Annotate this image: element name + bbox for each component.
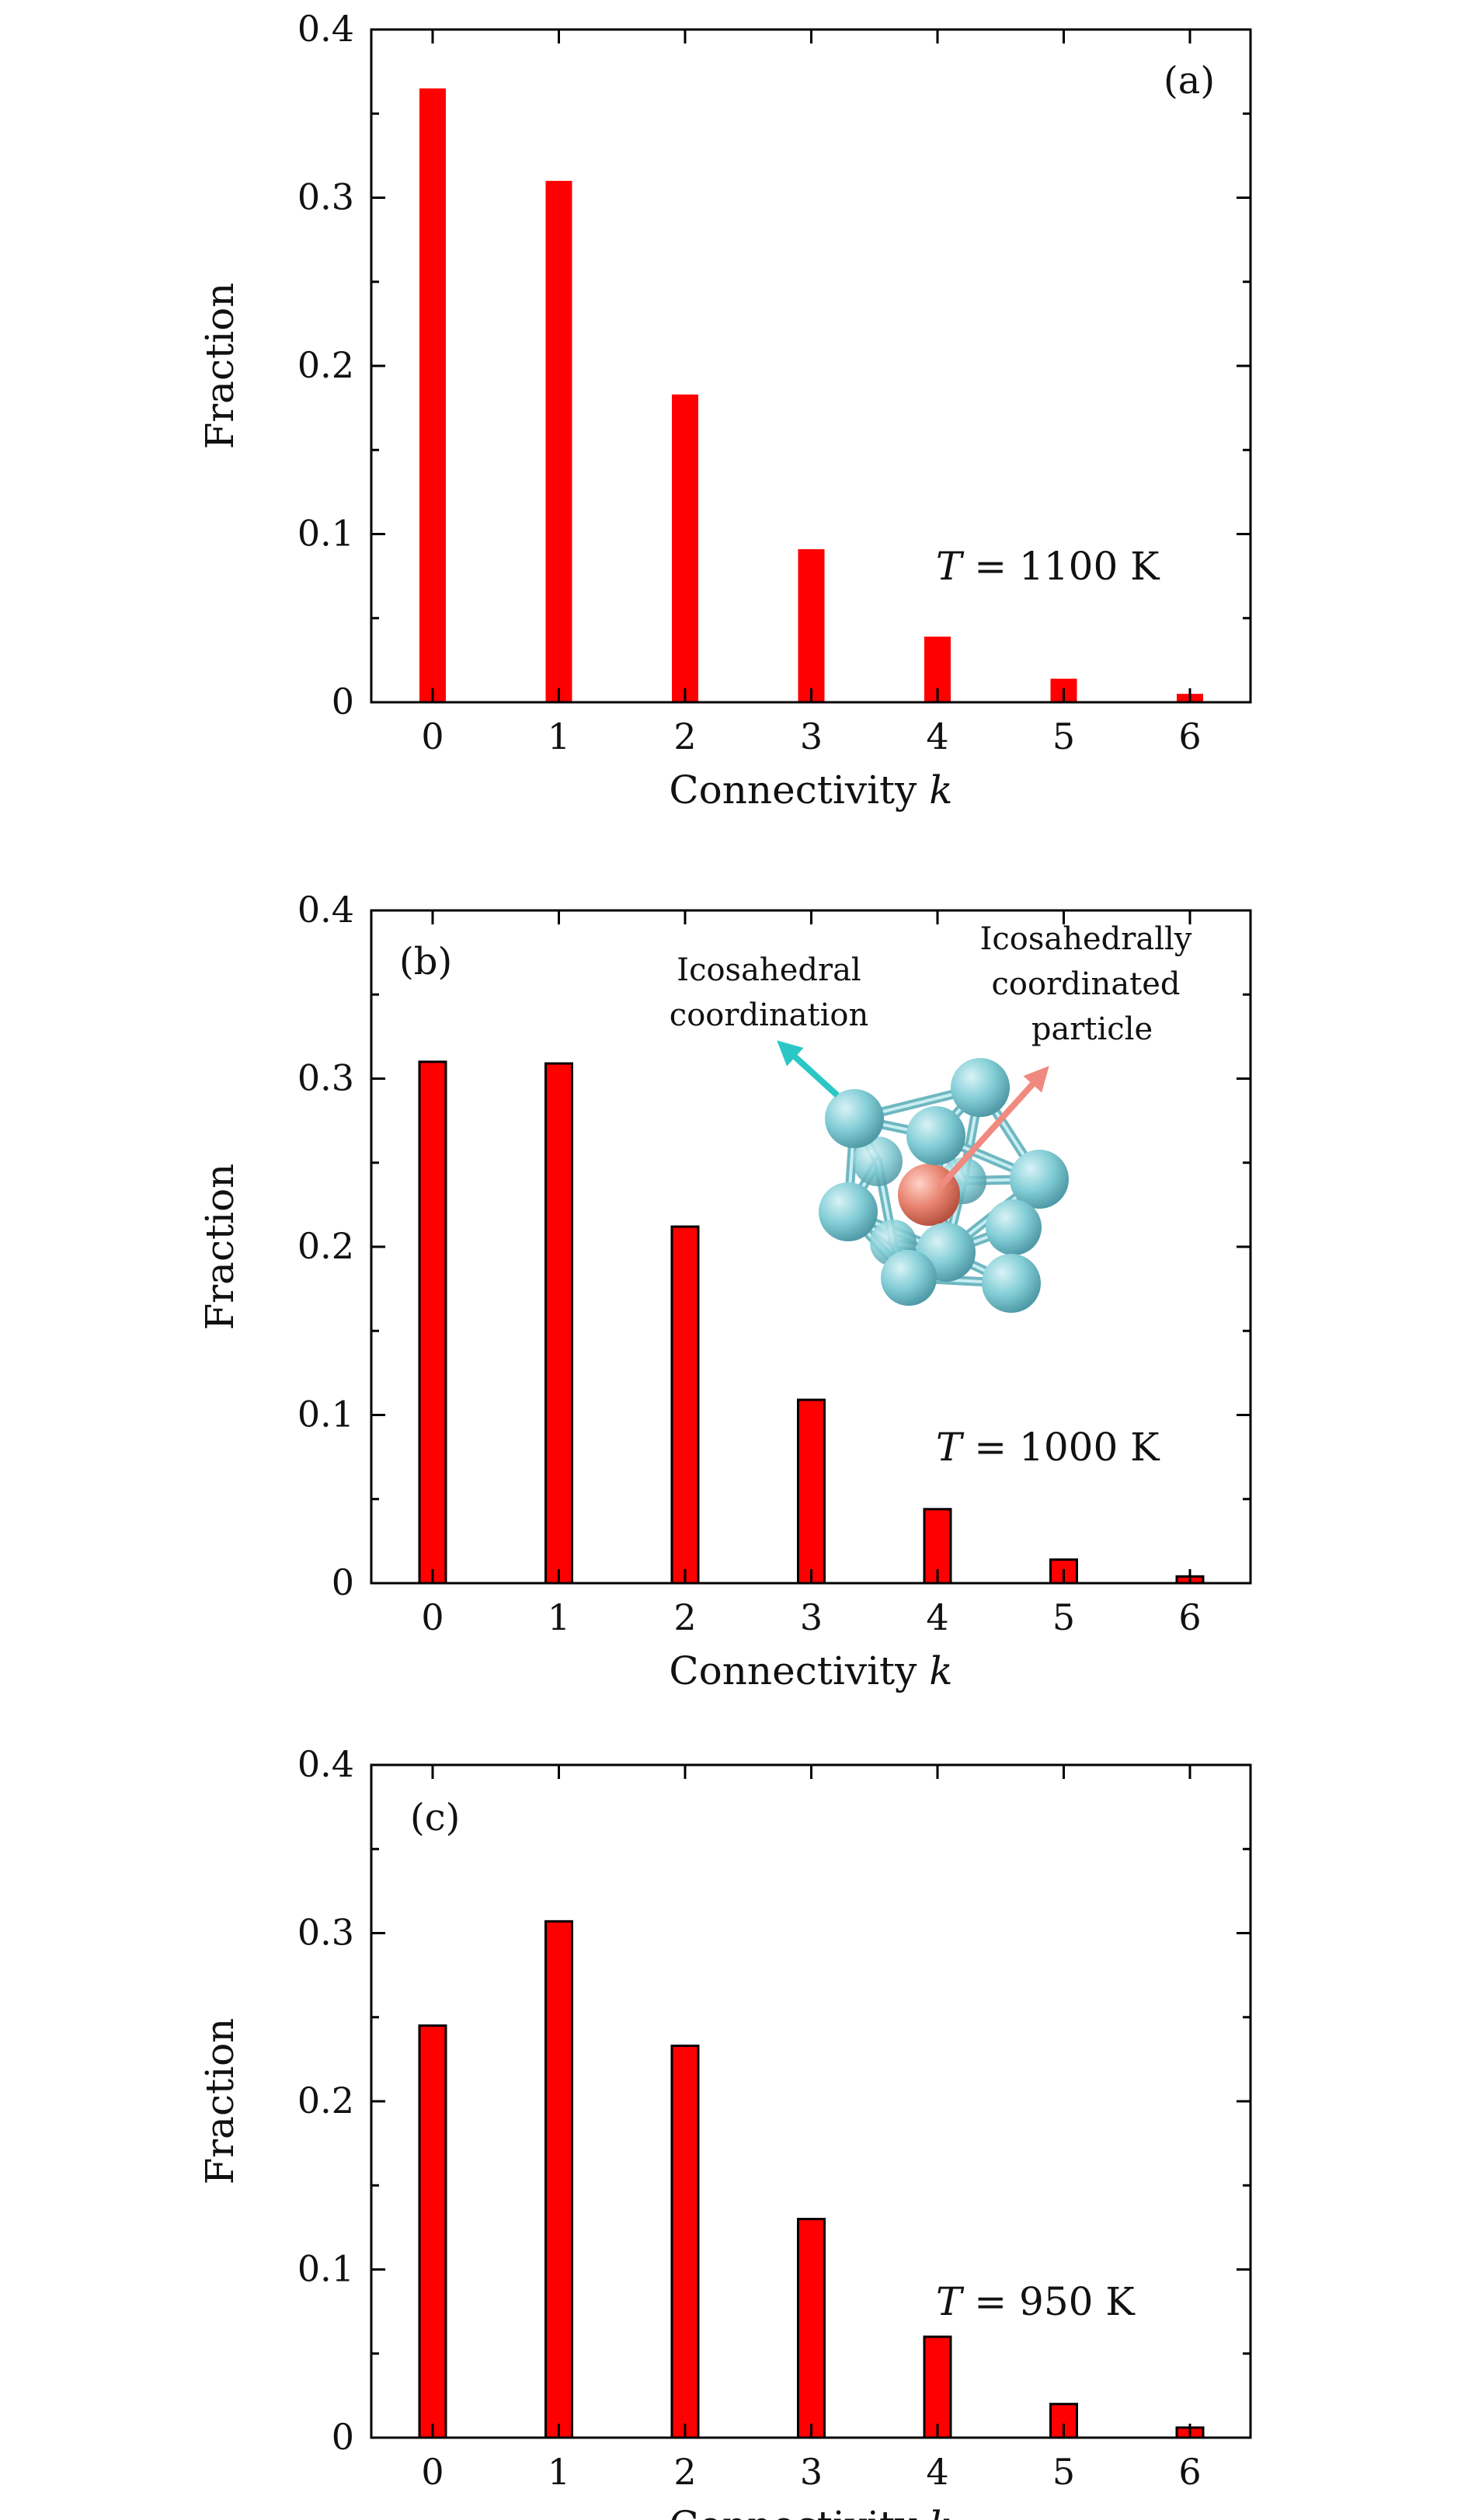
shell-atom	[881, 1250, 937, 1306]
x-axis-title: Connectivity k	[669, 2503, 952, 2520]
bar-k0	[419, 88, 446, 702]
temperature-value: = 1000 K	[962, 1425, 1160, 1470]
y-tick-label: 0.2	[297, 1225, 354, 1267]
shell-atom	[982, 1254, 1041, 1313]
x-axis-title-var: k	[929, 2503, 952, 2520]
bar-k1	[544, 1062, 573, 1585]
x-axis-title: Connectivity k	[669, 1648, 952, 1693]
x-tick-label: 3	[800, 1596, 823, 1638]
annotation-icosahedral-coordination: Icosahedral	[677, 952, 861, 988]
x-tick-label: 2	[673, 715, 696, 757]
temperature-label: T = 950 K	[936, 2279, 1136, 2324]
x-axis-title-text: Connectivity	[669, 2503, 929, 2520]
panel-1: 0 0.1 0.2 0.3 0.4 0 1 2 3 4 5 6 Connectivity k Fracti…	[197, 8, 1252, 813]
bar-k2	[670, 1225, 700, 1585]
bar-k1	[545, 180, 572, 703]
x-tick-label: 5	[1052, 2451, 1075, 2493]
y-axis-title: Fraction	[197, 2018, 242, 2185]
temperature-value: = 1100 K	[962, 544, 1160, 589]
x-tick-label: 0	[421, 2451, 444, 2493]
temperature-symbol: T	[936, 1425, 965, 1470]
bar-k3	[797, 2218, 826, 2439]
temperature-label: T = 1100 K	[936, 544, 1160, 589]
y-tick-label: 0.2	[297, 2080, 354, 2121]
y-tick-label: 0.4	[297, 889, 354, 931]
x-tick-label: 2	[673, 1596, 696, 1638]
back-atom	[853, 1136, 903, 1186]
shell-atom	[825, 1089, 884, 1148]
x-axis-title-var: k	[929, 767, 952, 813]
inset-cluster-illustration: Icosahedral coordination Icosahedrally coor…	[670, 921, 1192, 1313]
salmon-arrow-icon	[938, 1066, 1049, 1189]
temperature-symbol: T	[936, 2279, 965, 2324]
temperature-label: T = 1000 K	[936, 1425, 1160, 1470]
y-tick-label: 0	[332, 2416, 354, 2458]
y-tick-label: 0.4	[297, 8, 354, 50]
x-tick-label: 0	[421, 1596, 444, 1638]
annotation-coordinated-particle: Icosahedrally	[980, 921, 1192, 957]
bar-k2	[670, 2045, 700, 2439]
x-tick-label: 5	[1052, 1596, 1075, 1638]
cyan-arrow-icon	[777, 1040, 840, 1098]
annotation-coordinated-particle: particle	[1031, 1011, 1153, 1047]
bar-k3	[798, 548, 825, 702]
x-tick-label: 3	[800, 2451, 823, 2493]
shell-atom	[819, 1182, 878, 1241]
shell-atom	[1010, 1150, 1069, 1209]
y-tick-label: 0	[332, 680, 354, 722]
x-tick-label: 1	[548, 2451, 570, 2493]
y-tick-label: 0.1	[297, 1394, 354, 1436]
annotation-coordinated-particle: coordinated	[991, 966, 1180, 1002]
temperature-value: = 950 K	[962, 2279, 1136, 2324]
y-axis-title: Fraction	[197, 283, 242, 450]
bar-k2	[672, 394, 698, 702]
y-tick-label: 0.3	[297, 1057, 354, 1099]
y-tick-label: 0.3	[297, 1912, 354, 1954]
shell-atom	[906, 1106, 965, 1165]
y-tick-label: 0	[332, 1561, 354, 1603]
annotation-icosahedral-coordination: coordination	[670, 997, 868, 1033]
y-tick-label: 0.1	[297, 513, 354, 555]
y-tick-label: 0.4	[297, 1743, 354, 1785]
bar-k0	[418, 2024, 447, 2439]
bar-k1	[544, 1920, 573, 2439]
panel-letter: (a)	[1164, 59, 1215, 103]
panel-letter: (b)	[399, 940, 452, 983]
x-tick-label: 1	[548, 1596, 570, 1638]
x-tick-label: 6	[1178, 2451, 1201, 2493]
y-axis-title: Fraction	[197, 1164, 242, 1331]
x-tick-label: 3	[800, 715, 823, 757]
x-tick-label: 6	[1178, 715, 1201, 757]
panel-letter: (c)	[410, 1796, 460, 1840]
bar-k4	[923, 2335, 952, 2439]
shell-atom	[951, 1058, 1010, 1117]
x-tick-label: 4	[926, 2451, 948, 2493]
x-axis-title-var: k	[929, 1648, 952, 1693]
x-axis-title-text: Connectivity	[669, 1648, 929, 1693]
x-axis-title-text: Connectivity	[669, 767, 929, 813]
temperature-symbol: T	[936, 544, 965, 589]
bar-k3	[797, 1398, 826, 1585]
shell-atom	[986, 1199, 1042, 1255]
x-tick-label: 1	[548, 715, 570, 757]
panel-2: 0 0.1 0.2 0.3 0.4 0 1 2 3 4 5 6 Connectivity k Fracti…	[197, 889, 1252, 1693]
x-tick-label: 5	[1052, 715, 1075, 757]
x-tick-label: 4	[926, 715, 948, 757]
x-tick-label: 6	[1178, 1596, 1201, 1638]
x-tick-label: 4	[926, 1596, 948, 1638]
y-tick-label: 0.2	[297, 344, 354, 386]
y-tick-label: 0.1	[297, 2248, 354, 2290]
x-tick-label: 0	[421, 715, 444, 757]
bar-k0	[418, 1060, 447, 1585]
panels: 0 0.1 0.2 0.3 0.4 0 1 2 3 4 5 6 Connectivity k Fracti…	[197, 8, 1252, 2520]
x-axis-title: Connectivity k	[669, 767, 952, 813]
x-tick-label: 2	[673, 2451, 696, 2493]
panel-3: 0 0.1 0.2 0.3 0.4 0 1 2 3 4 5 6 Connectivity k Fracti…	[197, 1743, 1252, 2520]
y-tick-label: 0.3	[297, 176, 354, 218]
